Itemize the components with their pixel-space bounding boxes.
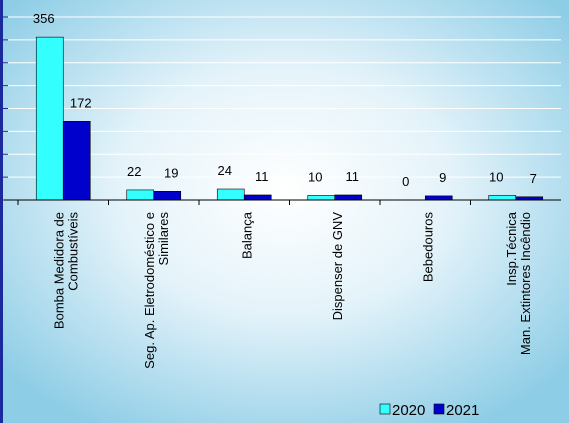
legend-label: 2021 (446, 402, 479, 419)
value-label: 7 (530, 171, 537, 186)
value-label: 10 (489, 169, 503, 184)
bar (216, 188, 245, 201)
x-tick-label: Bomba Medidora de (52, 212, 67, 329)
bar (424, 195, 453, 201)
value-label: 22 (127, 164, 141, 179)
value-label: 172 (70, 95, 92, 110)
bar (35, 36, 64, 201)
frame-edge (0, 0, 3, 423)
x-tick-label: Dispenser de GNV (330, 212, 345, 321)
value-label: 9 (439, 170, 446, 185)
legend-swatch (433, 403, 445, 415)
bar (126, 189, 155, 201)
bar (307, 195, 336, 201)
bar (62, 121, 91, 201)
x-tick-label: Seg. Ap. Eletrodoméstico e (142, 212, 157, 369)
value-label: 356 (33, 11, 55, 26)
legend-swatch (379, 403, 391, 415)
bar (334, 194, 363, 201)
bar (153, 191, 182, 201)
x-tick-label: Balança (240, 211, 255, 259)
value-label: 19 (164, 165, 178, 180)
value-label: 0 (402, 174, 409, 189)
legend-label: 2020 (392, 402, 425, 419)
x-tick-label: Similares (156, 212, 171, 266)
value-label: 11 (346, 169, 360, 184)
bar (488, 195, 517, 201)
value-label: 10 (308, 169, 322, 184)
value-label: 24 (218, 163, 232, 178)
x-tick-label: Man. Extintores Incêndio (518, 212, 533, 355)
x-tick-label: Combustíveis (66, 212, 81, 291)
bar (243, 194, 272, 201)
x-tick-label: Bebedouros (421, 212, 436, 283)
x-tick-label: Insp.Técnica (504, 211, 519, 285)
value-label: 11 (255, 169, 269, 184)
